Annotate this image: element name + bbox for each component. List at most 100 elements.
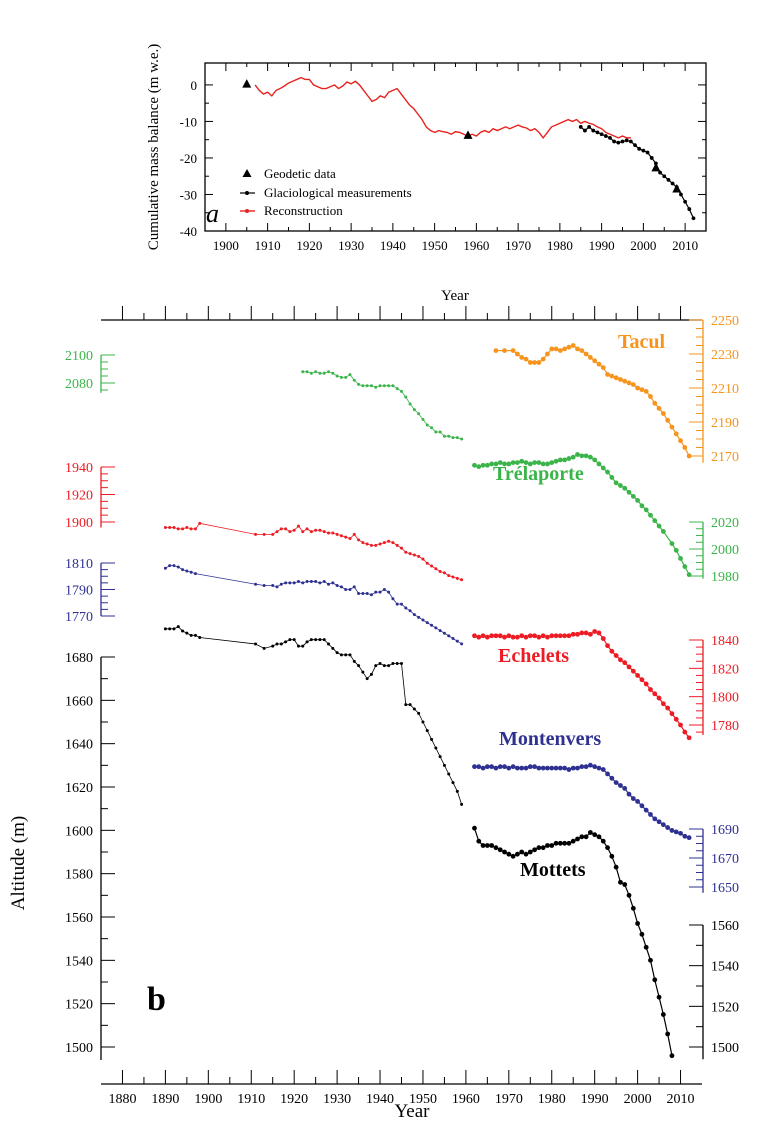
series-mottets-recent-point [665,1031,671,1037]
series-montenvers-recent-point [587,762,593,768]
glaciological-point [687,207,692,211]
series-trelaporte-early-point [348,373,352,377]
mottets-left-axis-tick-label: 1540 [65,954,93,969]
panel-b-y-axis-label: Altitude (m) [8,816,29,910]
series-montenvers-early-point [395,602,399,606]
series-montenvers-recent-point [660,822,666,828]
panel-a-x-axis-label: Year [441,288,469,304]
panel-a-x-tick-label: 1940 [380,238,406,253]
series-montenvers-early-point [382,588,386,591]
series-tacul-recent-point [527,360,533,365]
series-echelets-recent-point [515,634,520,640]
series-trelaporte-early-point [357,382,361,386]
series-echelets-early-point [163,526,167,529]
series-echelets-early-point [275,530,279,534]
series-montenvers-recent-point [502,764,507,770]
glaciological-point [587,125,591,129]
series-tacul-recent-point [549,346,555,352]
series-mottets-recent-point [609,853,615,859]
trelaporte-left-axis-tick-label: 2080 [65,377,93,392]
series-echelets-recent-point [566,633,572,639]
series-tacul-recent-point [673,431,679,437]
series-tacul-recent-point [669,424,675,430]
series-echelets-early-point [412,553,416,557]
series-mottets-early-point [412,707,416,711]
legend-reconstruction-marker [245,209,249,213]
montenvers-right-axis-tick-label: 1690 [711,823,739,838]
series-mottets-recent-point [476,838,482,844]
series-montenvers-recent-point [682,833,688,839]
series-echelets-early-point [434,567,438,571]
series-mottets-recent-point [596,834,602,840]
panel-b-x-tick-label: 1990 [581,1092,609,1107]
series-tacul-recent-point [660,411,666,416]
series-trelaporte-early-point [318,371,322,375]
series-echelets-early-point [296,524,300,528]
series-trelaporte-early-point [434,430,438,434]
series-trelaporte-recent-point [489,461,495,467]
series-trelaporte-recent-point [484,462,490,468]
panel-a-x-tick-label: 1960 [463,238,489,253]
mottets-right-axis: 1500 1520 1540 1560 [689,919,739,1060]
glaciological-point [603,134,608,138]
series-montenvers-recent-point [493,765,499,771]
series-mottets-early-point [198,636,202,639]
series-echelets-early-point [378,542,382,546]
series-mottets-early-point [434,746,438,750]
series-tacul-recent-point [536,360,542,365]
series-trelaporte-recent-point [545,461,550,467]
series-montenvers-recent-point [605,771,610,777]
series-echelets-early-point [357,538,361,542]
series-mottets-early-point [301,644,305,648]
panel-b-x-tick-label: 1950 [409,1092,437,1107]
series-tacul-recent-point [605,372,610,377]
series-mottets-recent-point [532,847,537,853]
series-echelets-recent-point [557,633,563,639]
series-echelets-early-point [425,561,429,565]
series-echelets-recent-point [648,687,653,692]
series-montenvers-early-point [284,581,288,585]
series-montenvers-early-point [314,580,318,584]
series-echelets-early-point [365,542,369,546]
mottets-right-axis-tick-label: 1500 [711,1041,739,1056]
mottets-left-axis-tick-label: 1520 [65,998,93,1013]
series-montenvers-recent-point [673,829,679,835]
panel-b-x-tick-label: 1910 [237,1092,265,1107]
series-montenvers-recent-point [630,796,636,801]
series-mottets-recent-point [484,843,490,848]
series-mottets-recent-point [493,845,499,851]
series-mottets-early-point [284,640,288,644]
series-echelets-recent-point [639,677,645,683]
glaciological-point [620,139,625,144]
series-montenvers-recent-point [579,764,585,770]
series-trelaporte-recent-point [622,485,628,491]
series-echelets-early-point [387,539,391,543]
series-mottets-recent-point [489,843,495,848]
montenvers-right-axis-tick-label: 1650 [711,881,739,896]
geodetic-point [672,184,682,193]
series-trelaporte-recent-point [497,460,503,465]
series-tacul-recent-point [519,355,525,360]
series-montenvers-early-point [425,621,429,625]
series-echelets-recent-point [600,636,606,641]
series-trelaporte-early-point [314,370,318,374]
series-echelets-recent-point [665,705,671,711]
series-montenvers-early-point [288,581,292,585]
panel-a-x-tick-label: 1970 [505,238,531,253]
glaciological-line [580,126,695,219]
series-mottets-recent-point [480,843,486,848]
series-trelaporte-recent-point [587,454,593,460]
series-montenvers-early-point [447,634,451,638]
series-mottets-recent-point [553,840,559,846]
series-trelaporte-recent-point [673,547,679,553]
series-montenvers-recent-point [557,765,563,771]
geodetic-point [463,130,473,139]
series-trelaporte-recent-point [476,464,482,470]
series-trelaporte-recent-point [515,460,520,465]
series-mottets-early-point [163,627,167,631]
legend-glaciological-marker [245,191,249,195]
series-mottets-early-line [165,626,462,805]
series-echelets-recent-point [635,673,641,678]
series-montenvers-early-point [352,585,356,589]
series-montenvers-early-point [296,580,300,584]
